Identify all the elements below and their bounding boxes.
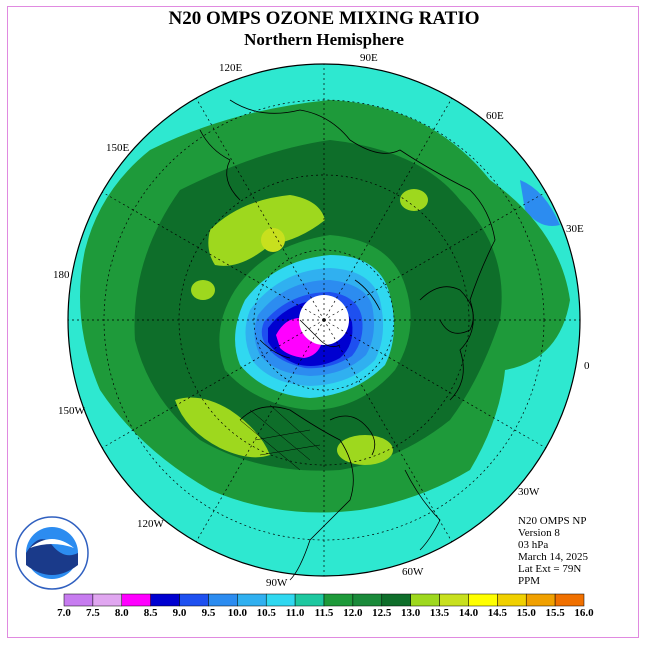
colorbar-swatch (179, 593, 209, 607)
colorbar-swatch (439, 593, 469, 607)
colorbar-swatch (237, 593, 267, 607)
colorbar-tick-label: 13.0 (401, 607, 421, 619)
colorbar-tick-label: 8.5 (143, 607, 158, 619)
colorbar-tick-label: 8.0 (114, 607, 129, 619)
colorbar-tick-label: 15.5 (545, 607, 565, 619)
colorbar (63, 593, 585, 607)
colorbar-tick-label: 10.5 (256, 607, 276, 619)
lon-label-180: 180 (53, 269, 70, 281)
colorbar-swatch (410, 593, 440, 607)
colorbar-swatch (525, 593, 556, 607)
map-title: N20 OMPS OZONE MIXING RATIO (168, 8, 480, 29)
info-block: N20 OMPS NP Version 8 03 hPa March 14, 2… (518, 515, 588, 587)
colorbar-swatch (265, 593, 296, 607)
info-line-5: Lat Ext = 79N (518, 563, 582, 575)
colorbar-swatch (63, 593, 94, 607)
colorbar-tick-label: 12.0 (343, 607, 363, 619)
colorbar-tick-label: 14.0 (458, 607, 479, 619)
colorbar-swatch (92, 593, 123, 607)
state-borders (239, 404, 321, 471)
lon-label-60w: 60W (402, 566, 424, 578)
lon-label-30w: 30W (518, 486, 540, 498)
lon-label-150w: 150W (58, 405, 85, 417)
lon-label-90w: 90W (266, 577, 288, 589)
colorbar-tick-label: 11.5 (314, 607, 334, 619)
info-line-3: 03 hPa (518, 539, 549, 551)
colorbar-tick-label: 16.0 (574, 607, 594, 619)
map-subtitle: Northern Hemisphere (244, 30, 404, 49)
noaa-logo (15, 516, 89, 590)
colorbar-tick-label: 9.5 (201, 607, 216, 619)
contour-12-5-b (175, 397, 270, 458)
info-line-2: Version 8 (518, 527, 560, 539)
contour-12-5-e (191, 280, 215, 300)
lon-label-120w: 120W (137, 518, 164, 530)
colorbar-tick-label: 10.0 (227, 607, 247, 619)
lon-label-150e: 150E (106, 142, 130, 154)
colorbar-swatch (352, 593, 383, 607)
colorbar-swatch (150, 593, 180, 607)
colorbar-tick-label: 14.5 (487, 607, 507, 619)
colorbar-tick-label: 7.0 (57, 607, 71, 619)
lon-label-90e: 90E (360, 52, 378, 64)
info-line-6: PPM (518, 575, 541, 587)
contour-9-5 (520, 180, 560, 226)
colorbar-tick-label: 9.0 (172, 607, 187, 619)
colorbar-tick-label: 11.0 (285, 607, 305, 619)
lon-label-120e: 120E (219, 62, 243, 74)
lon-label-0: 0 (584, 360, 590, 372)
colorbar-swatch (497, 593, 527, 607)
figure-frame (7, 6, 639, 638)
colorbar-swatch (294, 593, 325, 607)
colorbar-swatch (208, 593, 238, 607)
colorbar-swatch (381, 593, 411, 607)
ozone-field (68, 64, 580, 576)
colorbar-tick-label: 15.0 (516, 607, 536, 619)
colorbar-tick-label: 7.5 (86, 607, 100, 619)
colorbar-tick-label: 13.5 (429, 607, 450, 619)
coastlines (199, 99, 496, 581)
graticule (68, 64, 580, 576)
map-boundary (67, 63, 581, 577)
contour-12-5-c (337, 435, 393, 465)
contour-12-5-d (400, 189, 428, 211)
info-line-1: N20 OMPS NP (518, 515, 587, 527)
lon-label-30e: 30E (566, 223, 584, 235)
colorbar-swatch (554, 593, 585, 607)
colorbar-tick-label: 12.5 (372, 607, 392, 619)
colorbar-swatch (468, 593, 498, 607)
lon-label-60e: 60E (486, 110, 504, 122)
contour-13-0 (261, 228, 285, 252)
colorbar-swatch (121, 593, 151, 607)
info-line-4: March 14, 2025 (518, 551, 588, 563)
colorbar-swatch (323, 593, 354, 607)
